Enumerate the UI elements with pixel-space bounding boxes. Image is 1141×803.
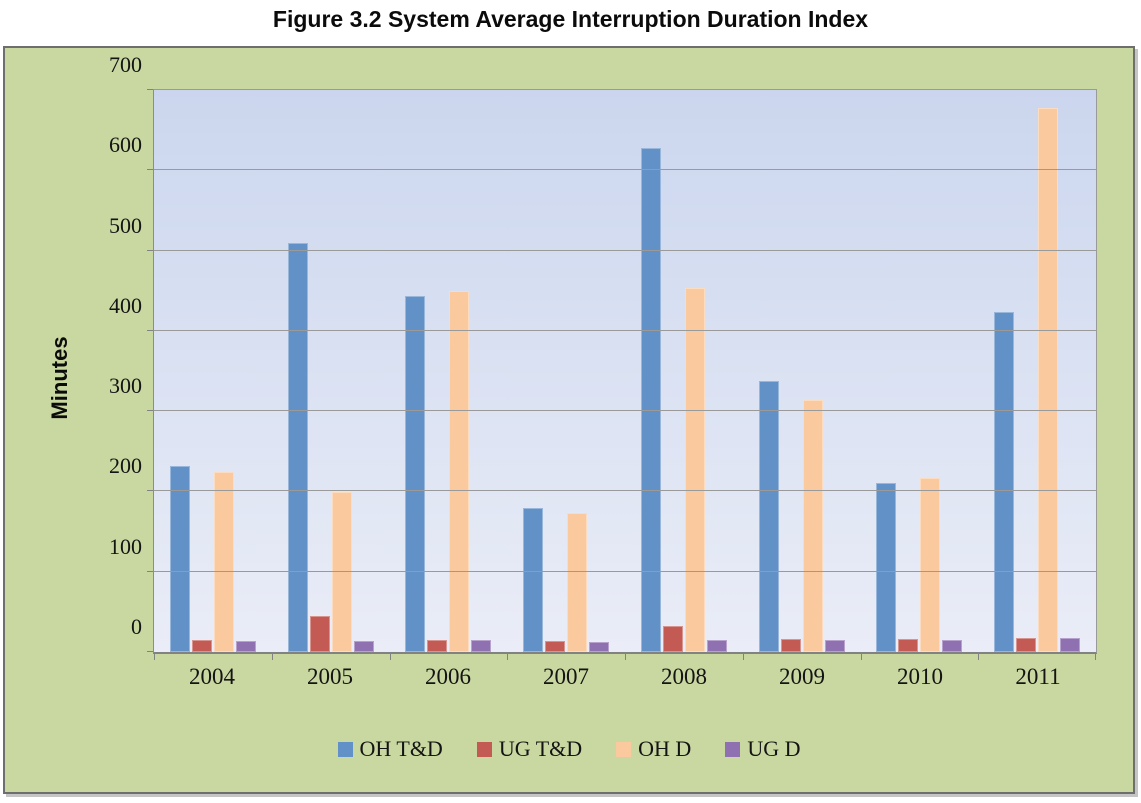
gridline	[154, 169, 1096, 171]
bar-oh-d-2009	[802, 399, 823, 652]
x-axis-tick	[742, 652, 744, 660]
chart-title: Figure 3.2 System Average Interruption D…	[272, 6, 869, 32]
bar-group-2009	[743, 90, 861, 652]
bar-oh-d-2011	[1038, 108, 1059, 652]
y-tick-label: 0	[131, 614, 142, 639]
bar-oh-d-2005	[331, 492, 352, 652]
bar-group-2005	[272, 90, 390, 652]
y-axis-tick	[147, 89, 153, 90]
legend-item-ug-d: UG D	[725, 736, 801, 762]
bar-ug-d-2006	[471, 639, 492, 652]
bar-group-2007	[507, 90, 625, 652]
x-tick-label-2005: 2005	[307, 664, 353, 689]
bar-oh-t-d-2010	[876, 483, 897, 652]
x-axis-tick	[625, 652, 626, 660]
gridline	[154, 490, 1096, 492]
chart-panel: Minutes 0 100 200 300 400 500 600 700 2004 2005 2…	[3, 46, 1135, 794]
bar-oh-d-2007	[567, 513, 588, 652]
bar-oh-t-d-2011	[994, 312, 1015, 652]
gridline	[154, 329, 1096, 331]
bar-group-2008	[625, 90, 743, 652]
bar-ug-t-d-2006	[427, 639, 448, 652]
x-axis-tick	[507, 652, 509, 660]
y-tick-label: 400	[109, 292, 142, 318]
y-axis-tick	[147, 490, 153, 492]
x-tick-label-2009: 2009	[779, 664, 825, 689]
legend-label: OH D	[638, 736, 692, 761]
y-tick-label: 100	[109, 533, 142, 559]
x-axis-labels: 2004 2005 2006 2007 2008 2009 2010 2011	[153, 664, 1097, 690]
x-axis-tick	[1095, 652, 1096, 660]
legend-item-oh-d: OH D	[616, 736, 691, 762]
bar-group-2011	[978, 90, 1096, 652]
bar-ug-d-2008	[706, 639, 727, 652]
bar-oh-t-d-2006	[405, 296, 426, 652]
y-tick-label: 600	[109, 132, 142, 158]
bar-oh-t-d-2005	[287, 243, 308, 652]
bar-ug-t-d-2011	[1016, 637, 1037, 652]
x-axis-tick	[271, 652, 273, 660]
bar-oh-d-2004	[213, 472, 234, 652]
y-axis-tick	[147, 410, 153, 412]
legend-swatch-icon	[337, 741, 353, 757]
bar-ug-t-d-2004	[191, 639, 212, 652]
bar-group-2010	[861, 90, 979, 652]
y-tick-label: 700	[109, 52, 142, 77]
x-tick-label-2004: 2004	[189, 664, 235, 689]
bar-ug-d-2009	[824, 639, 845, 652]
y-axis-tick	[147, 169, 153, 171]
legend-swatch-icon	[725, 741, 741, 757]
plot-area: 0 100 200 300 400 500 600 700	[109, 52, 1097, 660]
x-tick-label-2010: 2010	[897, 664, 943, 689]
gridline	[154, 410, 1096, 412]
legend-item-ug-t-d: UG T&D	[476, 736, 583, 762]
legend-label: UG T&D	[498, 736, 583, 761]
bar-ug-t-d-2009	[780, 639, 801, 652]
bar-ug-t-d-2005	[309, 615, 330, 652]
bar-ug-d-2010	[942, 639, 963, 652]
bar-oh-d-2006	[449, 290, 470, 652]
x-axis-tick	[978, 652, 980, 660]
gridline	[154, 570, 1096, 572]
bar-ug-d-2007	[589, 641, 610, 652]
bar-oh-d-2008	[684, 287, 705, 652]
bar-ug-t-d-2010	[898, 639, 919, 652]
legend-label: UG D	[747, 736, 801, 761]
x-axis-tick	[860, 652, 862, 660]
bar-oh-t-d-2004	[169, 465, 190, 652]
x-tick-label-2006: 2006	[425, 664, 471, 689]
legend-swatch-icon	[476, 741, 492, 757]
y-axis-tick	[147, 249, 153, 251]
y-axis-tick	[147, 651, 153, 652]
bar-group-2006	[390, 90, 508, 652]
legend-label: OH T&D	[359, 736, 443, 761]
y-axis-tick	[147, 329, 153, 331]
bar-ug-t-d-2008	[662, 625, 683, 652]
bar-ug-t-d-2007	[545, 640, 566, 652]
y-tick-label: 200	[109, 453, 142, 479]
bar-ug-d-2005	[353, 640, 374, 652]
bar-group-2004	[154, 90, 272, 652]
x-tick-label-2011: 2011	[1015, 664, 1061, 689]
bar-ug-d-2011	[1060, 637, 1081, 652]
legend: OH T&D UG T&D OH D UG D	[5, 736, 1133, 762]
bar-oh-d-2010	[920, 477, 941, 652]
bars-layer	[154, 90, 1096, 652]
x-axis-tick	[389, 652, 391, 660]
bar-oh-t-d-2008	[640, 147, 661, 652]
x-tick-label-2008: 2008	[661, 664, 707, 689]
x-tick-label-2007: 2007	[543, 664, 589, 689]
bar-oh-t-d-2007	[523, 507, 544, 652]
legend-item-oh-t-d: OH T&D	[337, 736, 443, 762]
y-tick-label: 500	[109, 212, 142, 238]
x-axis-tick	[154, 652, 155, 660]
bar-ug-d-2004	[235, 640, 256, 652]
legend-swatch-icon	[616, 741, 632, 757]
gridline	[154, 249, 1096, 251]
y-tick-label: 300	[109, 373, 142, 399]
bar-oh-t-d-2009	[758, 380, 779, 652]
y-axis-tick	[147, 570, 153, 572]
